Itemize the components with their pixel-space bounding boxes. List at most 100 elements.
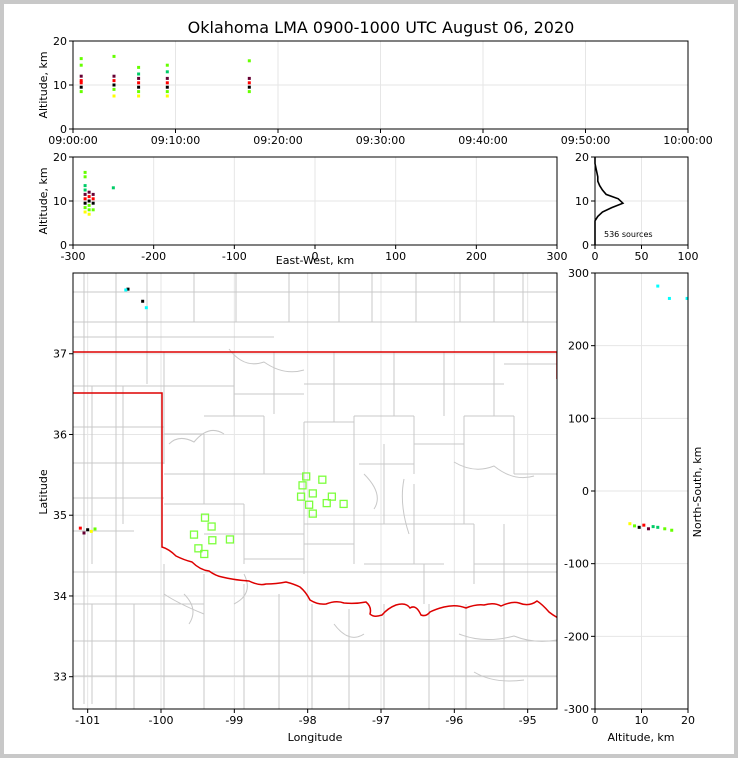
time-altitude-source-point (247, 76, 251, 80)
altitude-ns-source-point (633, 524, 637, 528)
plan-view-map-panel: -101 -100 -99 -98 -97 -96 -95 33 34 35 36 37 Longit… (37, 272, 558, 744)
altitude-ns-xtick-label: 20 (681, 714, 695, 727)
time-altitude-source-point (79, 63, 83, 67)
east-west-xtick-label: 200 (466, 250, 487, 263)
time-altitude-xtick-label: 09:50:00 (561, 134, 610, 147)
map-source-point (78, 526, 82, 530)
time-altitude-source-point (165, 85, 169, 89)
county-lines (73, 273, 557, 709)
east-west-ytick-label: 0 (60, 239, 67, 252)
lma-station-marker (327, 492, 337, 501)
time-altitude-xtick-label: 09:30:00 (356, 134, 405, 147)
east-west-ytick-label: 20 (53, 151, 67, 164)
map-xlabel: Longitude (288, 731, 343, 744)
time-altitude-source-point (112, 74, 116, 78)
east-west-source-point (91, 208, 95, 212)
east-west-source-point (83, 210, 87, 214)
histogram-xtick-label: 50 (635, 250, 649, 263)
east-west-source-point (83, 206, 87, 210)
time-altitude-source-point (137, 94, 141, 98)
time-altitude-source-point (165, 90, 169, 94)
altitude-ns-ytick-label: -100 (564, 558, 589, 571)
map-source-point (124, 288, 128, 292)
lma-station-marker (339, 499, 348, 509)
time-altitude-source-point (79, 90, 83, 94)
lma-station-marker (308, 509, 317, 518)
oklahoma-border (73, 392, 557, 619)
map-xtick-label: -98 (299, 714, 317, 727)
altitude-ns-source-point (685, 296, 689, 300)
map-source-point (144, 306, 148, 310)
time-altitude-ytick-label: 20 (53, 35, 67, 48)
time-altitude-source-point (247, 90, 251, 94)
east-west-altitude-panel: -300 -200 -100 0 100 200 300 0 10 20 Altitude, km… (37, 151, 568, 267)
east-west-source-point (111, 186, 115, 190)
altitude-ns-ytick-label: 300 (568, 267, 589, 280)
altitude-ns-source-point (663, 527, 667, 531)
time-altitude-xtick-label: 09:00:00 (48, 134, 97, 147)
time-altitude-source-point (79, 85, 83, 89)
east-west-source-point (83, 175, 87, 179)
altitude-ns-ytick-label: 100 (568, 412, 589, 425)
map-ylabel: Latitude (37, 469, 50, 515)
lma-station-marker (200, 513, 210, 522)
time-altitude-xtick-label: 10:00:00 (663, 134, 712, 147)
lma-station-marker (207, 522, 216, 531)
east-west-xtick-label: -200 (141, 250, 166, 263)
time-altitude-source-point (165, 76, 169, 80)
time-altitude-xtick-label: 09:20:00 (253, 134, 302, 147)
east-west-source-point (83, 197, 87, 201)
time-altitude-source-point (247, 81, 251, 85)
altitude-ns-source-point (646, 527, 650, 531)
map-ytick-label: 36 (53, 428, 67, 441)
figure-title: Oklahoma LMA 0900-1000 UTC August 06, 20… (188, 18, 575, 37)
time-altitude-source-point (79, 74, 83, 78)
east-west-source-point (87, 190, 91, 194)
map-ytick-label: 34 (53, 590, 67, 603)
time-altitude-ylabel: Altitude, km (37, 51, 50, 118)
source-count-annotation: 536 sources (604, 230, 653, 239)
time-altitude-source-point (79, 57, 83, 61)
east-west-source-point (87, 212, 91, 216)
east-west-source-point (91, 192, 95, 196)
lma-station-marker (200, 549, 209, 559)
histogram-ytick-label: 0 (582, 239, 589, 252)
map-ytick-label: 35 (53, 509, 67, 522)
east-west-source-point (83, 170, 87, 174)
altitude-ns-source-point (656, 525, 660, 529)
altitude-north-south-panel: 0 10 20 -300 -200 -100 0 100 200 300 Altitude, km… (564, 267, 704, 744)
east-west-source-point (83, 184, 87, 188)
time-altitude-source-point (137, 72, 141, 76)
altitude-ns-source-point (656, 284, 660, 288)
time-altitude-source-point (79, 81, 83, 85)
altitude-ns-ytick-label: 0 (582, 485, 589, 498)
altitude-ns-xtick-label: 10 (635, 714, 649, 727)
time-altitude-source-point (112, 87, 116, 91)
time-altitude-source-point (137, 81, 141, 85)
lma-station-marker (302, 472, 311, 481)
time-altitude-source-point (165, 81, 169, 85)
figure-frame: Oklahoma LMA 0900-1000 UTC August 06, 20… (4, 4, 734, 754)
map-source-point (89, 529, 93, 533)
altitude-ns-source-point (637, 525, 641, 529)
altitude-ns-ytick-label: -200 (564, 630, 589, 643)
east-west-xtick-label: -100 (222, 250, 247, 263)
altitude-ns-ytick-label: -300 (564, 703, 589, 716)
map-ytick-label: 37 (53, 348, 67, 361)
histogram-line (594, 157, 625, 245)
lma-station-marker (194, 544, 203, 553)
lma-station-marker (308, 489, 317, 498)
map-xtick-label: -100 (149, 714, 174, 727)
east-west-source-point (87, 199, 91, 203)
histogram-xtick-label: 100 (678, 250, 699, 263)
altitude-ns-xlabel: Altitude, km (607, 731, 674, 744)
map-xtick-label: -101 (75, 714, 100, 727)
map-xtick-label: -95 (519, 714, 537, 727)
oklahoma-north-border (73, 351, 557, 379)
lma-station-marker (322, 498, 331, 508)
east-west-xtick-label: 0 (312, 250, 319, 263)
time-altitude-xtick-label: 09:10:00 (151, 134, 200, 147)
lma-figure: Oklahoma LMA 0900-1000 UTC August 06, 20… (37, 18, 713, 744)
east-west-source-point (83, 188, 87, 192)
histogram-xtick-label: 0 (592, 250, 599, 263)
